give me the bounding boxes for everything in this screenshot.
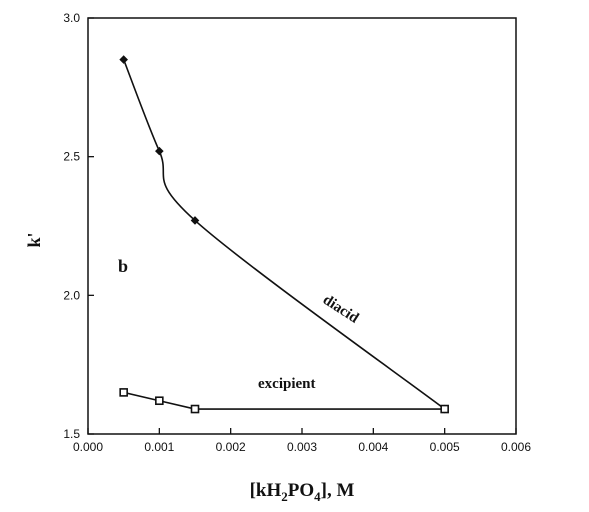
- data-point-diacid: [119, 55, 128, 64]
- x-axis-ticks: 0.000 0.001 0.002 0.003 0.004 0.005 0.006: [73, 428, 531, 454]
- x-tick-label: 0.005: [430, 440, 460, 454]
- series-line-excipient: [123, 391, 445, 410]
- x-tick-label: 0.004: [358, 440, 388, 454]
- series-line-diacid: [122, 59, 446, 410]
- data-point-excipient: [155, 396, 164, 406]
- x-axis-label-tail: ], M: [321, 480, 355, 501]
- x-axis-label-mid: PO: [288, 480, 314, 501]
- y-tick-label: 2.5: [63, 150, 80, 164]
- plot-frame: [87, 17, 517, 435]
- data-point-diacid: [155, 146, 164, 156]
- x-tick-label: 0.001: [144, 440, 174, 454]
- x-tick-label: 0.002: [216, 440, 246, 454]
- y-axis-ticks: 1.5 2.0 2.5 3.0: [63, 11, 94, 441]
- x-tick-label: 0.006: [501, 440, 531, 454]
- data-point-excipient: [440, 404, 449, 414]
- x-axis-label-sub1: 2: [281, 489, 288, 504]
- x-axis-label-main: [kH: [250, 480, 282, 501]
- panel-label: b: [118, 256, 128, 276]
- y-tick-label: 3.0: [63, 11, 80, 25]
- x-axis-label: [kH2PO4], M: [250, 480, 355, 504]
- x-tick-label: 0.003: [287, 440, 317, 454]
- x-axis-label-sub2: 4: [314, 489, 321, 504]
- series-label-excipient: excipient: [258, 376, 316, 392]
- series-layer: [119, 55, 449, 414]
- y-tick-label: 2.0: [63, 288, 80, 302]
- x-tick-label: 0.000: [73, 440, 103, 454]
- data-point-excipient: [190, 404, 200, 414]
- data-point-diacid: [190, 216, 200, 225]
- data-point-excipient: [119, 388, 128, 397]
- y-axis-label: k': [24, 232, 44, 247]
- y-tick-label: 1.5: [63, 427, 80, 441]
